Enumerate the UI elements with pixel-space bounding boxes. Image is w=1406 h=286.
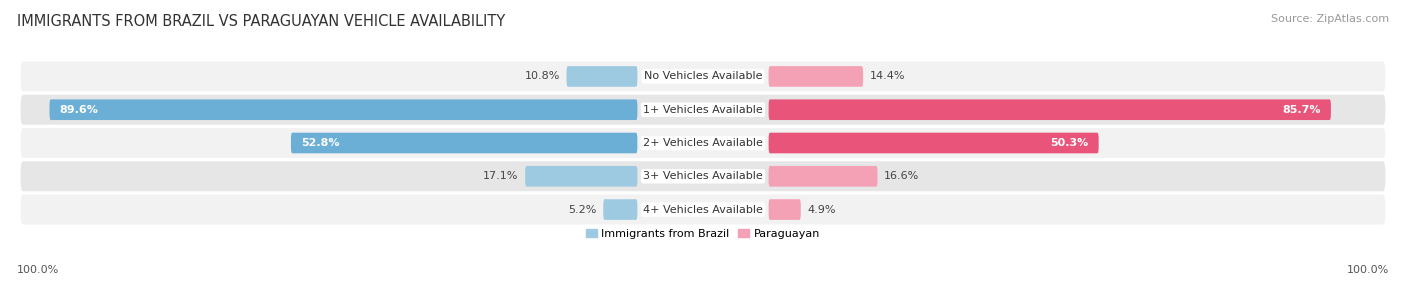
Text: 10.8%: 10.8%: [524, 72, 560, 82]
Text: 1+ Vehicles Available: 1+ Vehicles Available: [643, 105, 763, 115]
FancyBboxPatch shape: [769, 199, 801, 220]
Text: 4+ Vehicles Available: 4+ Vehicles Available: [643, 204, 763, 214]
FancyBboxPatch shape: [769, 166, 877, 186]
Text: 2+ Vehicles Available: 2+ Vehicles Available: [643, 138, 763, 148]
Text: 89.6%: 89.6%: [59, 105, 98, 115]
Text: 100.0%: 100.0%: [17, 265, 59, 275]
Text: 52.8%: 52.8%: [301, 138, 339, 148]
FancyBboxPatch shape: [526, 166, 637, 186]
FancyBboxPatch shape: [21, 61, 1385, 92]
FancyBboxPatch shape: [21, 95, 1385, 125]
FancyBboxPatch shape: [769, 66, 863, 87]
Text: 100.0%: 100.0%: [1347, 265, 1389, 275]
FancyBboxPatch shape: [769, 100, 1331, 120]
Text: 4.9%: 4.9%: [807, 204, 835, 214]
Text: 16.6%: 16.6%: [884, 171, 920, 181]
Text: 50.3%: 50.3%: [1050, 138, 1088, 148]
FancyBboxPatch shape: [769, 133, 1098, 153]
FancyBboxPatch shape: [21, 194, 1385, 225]
Text: 17.1%: 17.1%: [484, 171, 519, 181]
Legend: Immigrants from Brazil, Paraguayan: Immigrants from Brazil, Paraguayan: [581, 225, 825, 244]
Text: 5.2%: 5.2%: [568, 204, 596, 214]
FancyBboxPatch shape: [21, 161, 1385, 191]
Text: No Vehicles Available: No Vehicles Available: [644, 72, 762, 82]
Text: 14.4%: 14.4%: [870, 72, 905, 82]
Text: 3+ Vehicles Available: 3+ Vehicles Available: [643, 171, 763, 181]
FancyBboxPatch shape: [21, 128, 1385, 158]
Text: 85.7%: 85.7%: [1282, 105, 1322, 115]
FancyBboxPatch shape: [603, 199, 637, 220]
Text: IMMIGRANTS FROM BRAZIL VS PARAGUAYAN VEHICLE AVAILABILITY: IMMIGRANTS FROM BRAZIL VS PARAGUAYAN VEH…: [17, 14, 505, 29]
FancyBboxPatch shape: [567, 66, 637, 87]
Text: Source: ZipAtlas.com: Source: ZipAtlas.com: [1271, 14, 1389, 24]
FancyBboxPatch shape: [291, 133, 637, 153]
FancyBboxPatch shape: [49, 100, 637, 120]
